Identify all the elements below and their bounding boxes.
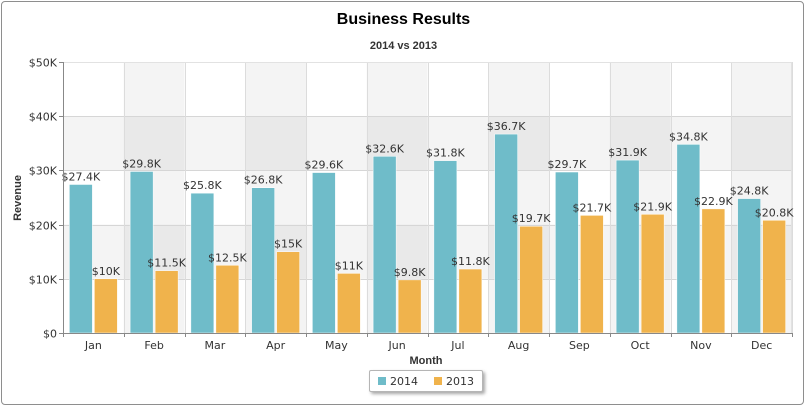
chart-title: Business Results	[336, 11, 471, 28]
bar-2014-Oct[interactable]	[615, 159, 640, 334]
y-tick-label: $10K	[29, 274, 58, 287]
bar-2013-Mar[interactable]	[215, 265, 240, 334]
legend-swatch-2013	[434, 377, 442, 385]
bar-2013-Jan[interactable]	[94, 278, 118, 334]
x-tick-label: Dec	[751, 339, 772, 352]
bar-2014-Aug[interactable]	[494, 133, 518, 334]
bar-2013-Jul[interactable]	[458, 268, 483, 334]
bar-2014-Jan[interactable]	[69, 184, 93, 334]
x-tick-label: Jun	[388, 339, 406, 352]
y-axis-title: Revenue	[12, 175, 24, 221]
data-label-2013-Dec: $20.8K	[755, 206, 794, 219]
bar-2014-Feb[interactable]	[129, 171, 154, 334]
x-tick-label: May	[325, 339, 348, 352]
legend-label-2014: 2014	[390, 374, 418, 388]
legend-swatch-2014	[378, 377, 386, 385]
x-tick-label: Apr	[266, 339, 286, 352]
bar-2013-Apr[interactable]	[276, 251, 300, 334]
legend: 2014 2013	[369, 370, 483, 392]
bar-2013-Nov[interactable]	[701, 208, 726, 334]
data-label-2013-Feb: $11.5K	[147, 257, 186, 270]
grid-band-horizontal	[63, 116, 792, 171]
y-tick-label: $20K	[29, 220, 58, 233]
x-tick-label: Jan	[84, 339, 102, 352]
x-tick-label: Feb	[144, 339, 163, 352]
data-label-2013-May: $11K	[335, 259, 364, 272]
bar-2014-Jul[interactable]	[433, 160, 458, 334]
y-tick-label: $50K	[29, 57, 58, 70]
data-label-2013-Apr: $15K	[274, 238, 303, 251]
data-label-2014-Feb: $29.8K	[122, 157, 161, 170]
x-tick-label: Nov	[690, 339, 712, 352]
x-tick-label: Jul	[450, 339, 464, 352]
data-label-2014-Jul: $31.8K	[426, 147, 465, 160]
bar-2014-May[interactable]	[312, 172, 336, 334]
bar-2014-Sep[interactable]	[555, 171, 579, 334]
legend-item-2013[interactable]: 2013	[434, 375, 474, 388]
data-label-2013-Mar: $12.5K	[208, 251, 247, 264]
bar-2013-Feb[interactable]	[154, 270, 179, 334]
data-label-2013-Jun: $9.8K	[394, 266, 426, 279]
bar-2014-Apr[interactable]	[251, 187, 275, 334]
data-label-2014-Dec: $24.8K	[730, 185, 769, 198]
x-tick-label: Mar	[204, 339, 225, 352]
data-label-2013-Jan: $10K	[92, 265, 121, 278]
data-label-2014-May: $29.6K	[305, 159, 344, 172]
grid-band-horizontal	[63, 224, 792, 279]
bar-2014-Jun[interactable]	[372, 156, 397, 334]
y-tick-label: $0	[43, 328, 57, 341]
legend-label-2013: 2013	[446, 374, 474, 388]
data-label-2014-Aug: $36.7K	[487, 120, 526, 133]
bar-2013-Jun[interactable]	[397, 279, 422, 334]
bar-2013-Sep[interactable]	[580, 215, 604, 334]
data-label-2014-Jan: $27.4K	[62, 170, 101, 183]
y-tick-label: $40K	[29, 111, 58, 124]
data-label-2014-Mar: $25.8K	[183, 179, 222, 192]
bar-2014-Nov[interactable]	[676, 144, 701, 334]
bar-2013-Oct[interactable]	[640, 214, 665, 334]
bar-2013-May[interactable]	[337, 273, 361, 334]
data-label-2013-Nov: $22.9K	[694, 195, 733, 208]
data-label-2013-Jul: $11.8K	[451, 255, 490, 268]
data-label-2013-Aug: $19.7K	[512, 212, 551, 225]
bar-2013-Dec[interactable]	[762, 220, 786, 334]
x-tick-label: Oct	[631, 339, 651, 352]
x-axis-title: Month	[410, 355, 443, 367]
chart-subtitle: 2014 vs 2013	[369, 40, 438, 52]
data-label-2014-Jun: $32.6K	[365, 142, 404, 155]
x-tick-label: Aug	[508, 339, 529, 352]
y-tick-label: $30K	[29, 165, 58, 178]
legend-item-2014[interactable]: 2014	[378, 375, 418, 388]
data-label-2014-Apr: $26.8K	[244, 174, 283, 187]
bar-2013-Aug[interactable]	[519, 225, 543, 334]
data-label-2013-Sep: $21.7K	[573, 201, 612, 214]
data-label-2014-Oct: $31.9K	[608, 146, 647, 159]
x-tick-label: Sep	[569, 339, 590, 352]
data-label-2014-Sep: $29.7K	[548, 158, 587, 171]
data-label-2014-Nov: $34.8K	[669, 130, 708, 143]
data-label-2013-Oct: $21.9K	[633, 200, 672, 213]
